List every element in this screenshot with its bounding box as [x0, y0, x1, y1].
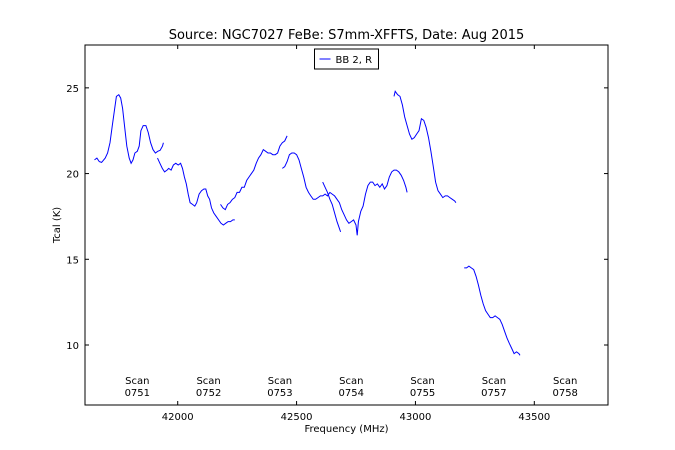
axes-frame: [84, 44, 609, 406]
scan-label-number: 0758: [552, 388, 577, 399]
chart-title: Source: NGC7027 FeBe: S7mm-XFFTS, Date: …: [169, 28, 525, 43]
series-line-segment: [464, 265, 521, 356]
scan-label-number: 0751: [125, 388, 150, 399]
scan-label-title: Scan: [553, 376, 577, 387]
series-line-segment: [282, 152, 408, 236]
series-line-segment: [94, 93, 164, 165]
scan-label-title: Scan: [196, 376, 220, 387]
x-tick-label: 42500: [281, 412, 313, 423]
plot-area: Source: NGC7027 FeBe: S7mm-XFFTS, Date: …: [52, 28, 609, 435]
scan-label-number: 0752: [196, 388, 221, 399]
y-tick-label: 20: [66, 170, 79, 181]
x-axis-label: Frequency (MHz): [304, 424, 388, 435]
scan-label-number: 0753: [267, 388, 292, 399]
legend-box: [314, 48, 379, 70]
scan-label-title: Scan: [482, 376, 506, 387]
series-line-segment: [393, 90, 457, 203]
x-tick-label: 42000: [162, 412, 194, 423]
series-line-segment: [322, 181, 342, 233]
x-tick-label: 43000: [400, 412, 432, 423]
y-tick-label: 10: [66, 341, 79, 352]
y-tick-label: 25: [66, 84, 79, 95]
legend-entry: BB 2, R: [336, 55, 373, 66]
scan-label-number: 0757: [481, 388, 506, 399]
x-tick-label: 43500: [518, 412, 550, 423]
scan-label-number: 0755: [410, 388, 435, 399]
scan-label-title: Scan: [339, 376, 363, 387]
y-axis-label: Tcal (K): [52, 207, 63, 244]
series-line-segment: [157, 157, 235, 226]
scan-label-title: Scan: [125, 376, 149, 387]
scan-label-title: Scan: [410, 376, 434, 387]
scan-label-title: Scan: [268, 376, 292, 387]
series-line-segment: [220, 135, 288, 211]
scan-label-number: 0754: [339, 388, 364, 399]
y-tick-label: 15: [66, 255, 79, 266]
